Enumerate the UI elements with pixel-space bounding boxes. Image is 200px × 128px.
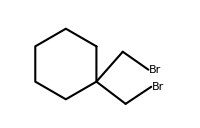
- Text: Br: Br: [152, 82, 164, 92]
- Text: Br: Br: [149, 65, 161, 75]
